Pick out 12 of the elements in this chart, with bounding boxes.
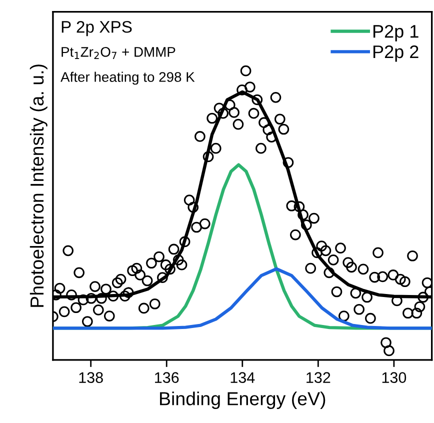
x-axis-title: Binding Energy (eV) [160,392,326,410]
text: P 2p XPS [62,20,132,36]
x-tick-label: 138 [79,372,103,383]
x-tick-label: 132 [306,372,330,383]
x-tick-label: 134 [230,372,255,383]
text: Pt$_{1}$Zr$_{2}$O$_{7}$ + DMMP [62,47,176,59]
legend-label: P2p 1 [373,24,418,42]
legend-label: P2p 2 [373,45,418,62]
annotation: After heating to 298 K [60,72,195,85]
x-tick-label: 136 [155,372,179,383]
y-axis-title: Photoelectron Intensity (a. u.) [30,64,48,307]
x-tick-label: 130 [382,372,406,383]
